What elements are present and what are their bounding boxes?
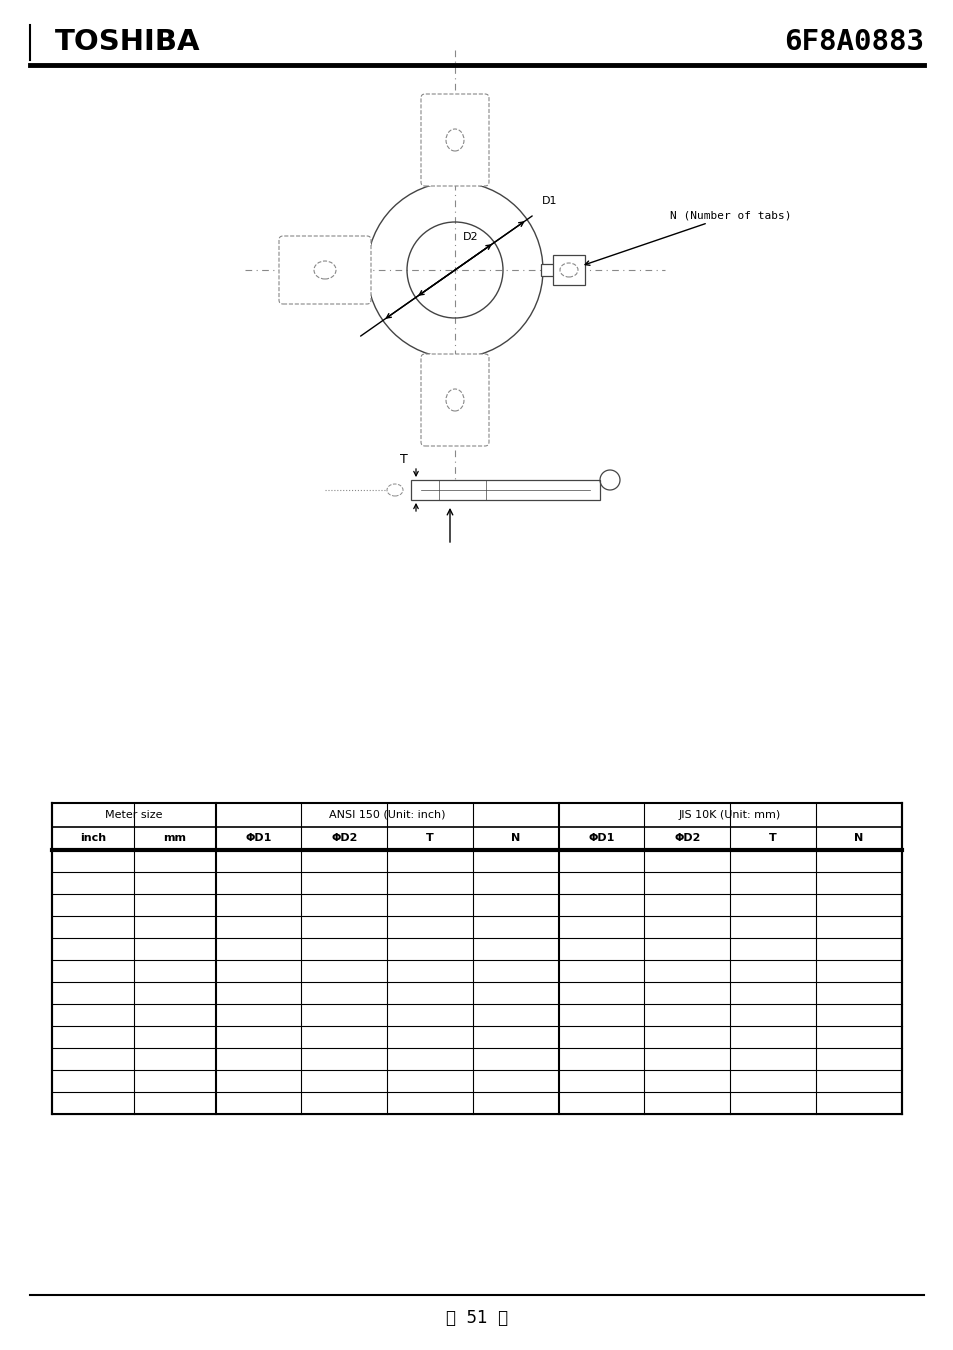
- Text: N: N: [853, 833, 862, 844]
- Text: D2: D2: [462, 232, 478, 242]
- Text: mm: mm: [163, 833, 186, 844]
- FancyBboxPatch shape: [420, 95, 489, 186]
- Text: JIS 10K (Unit: mm): JIS 10K (Unit: mm): [679, 810, 781, 819]
- Bar: [553, 255, 584, 285]
- Ellipse shape: [387, 485, 402, 495]
- Text: ΦD2: ΦD2: [331, 833, 357, 844]
- Text: ΦD1: ΦD1: [588, 833, 614, 844]
- Ellipse shape: [559, 263, 578, 277]
- Text: D1: D1: [541, 196, 557, 205]
- Text: N (Number of tabs): N (Number of tabs): [584, 211, 791, 265]
- Bar: [540, 265, 555, 275]
- Text: TOSHIBA: TOSHIBA: [55, 28, 200, 55]
- Ellipse shape: [314, 261, 335, 279]
- Text: ΦD2: ΦD2: [674, 833, 700, 844]
- FancyBboxPatch shape: [278, 236, 371, 304]
- Text: inch: inch: [80, 833, 106, 844]
- Ellipse shape: [446, 130, 463, 151]
- Text: ANSI 150 (Unit: inch): ANSI 150 (Unit: inch): [329, 810, 445, 819]
- Text: T: T: [399, 454, 408, 466]
- Bar: [411, 481, 599, 500]
- Ellipse shape: [446, 389, 463, 410]
- Text: Meter size: Meter size: [105, 810, 163, 819]
- Text: T: T: [768, 833, 776, 844]
- FancyBboxPatch shape: [420, 354, 489, 446]
- Text: T: T: [426, 833, 434, 844]
- Text: N: N: [511, 833, 519, 844]
- Text: 6F8A0883: 6F8A0883: [783, 28, 923, 55]
- Text: ΦD1: ΦD1: [245, 833, 272, 844]
- Text: －  51  －: － 51 －: [445, 1310, 508, 1327]
